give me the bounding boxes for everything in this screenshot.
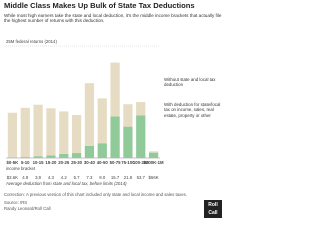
bar xyxy=(7,112,18,158)
bar xyxy=(123,104,133,127)
bar xyxy=(33,156,43,158)
bar xyxy=(97,98,107,144)
source: Source: IRS xyxy=(4,200,28,205)
deduction-label: 4.9 xyxy=(22,175,29,180)
deduction-label: $3.6K xyxy=(7,175,18,180)
deduction-label: $66K xyxy=(149,175,159,180)
x-tick-label: 20-25 xyxy=(58,160,70,165)
bar xyxy=(110,116,120,158)
bar xyxy=(71,153,82,158)
bar xyxy=(148,152,159,158)
bar xyxy=(46,108,56,156)
deduction-label: 9.0 xyxy=(99,175,106,180)
bar xyxy=(46,155,56,158)
deduction-label: 7.3 xyxy=(86,175,93,180)
chart: 25M federal returns (2014) $0-5K $3.6K 5-10… xyxy=(5,39,164,186)
y-tick-label: 25M federal returns (2014) xyxy=(6,39,57,44)
chart-subtitle: While most high earners take the state a… xyxy=(4,13,222,24)
chart-title: Middle Class Makes Up Bulk of State Tax … xyxy=(4,1,195,10)
deduction-label: 53.7 xyxy=(137,175,146,180)
bar xyxy=(59,111,69,154)
deduction-label: 4.2 xyxy=(61,175,68,180)
correction: Correction: A previous version of this c… xyxy=(4,192,187,197)
bar xyxy=(59,153,69,158)
legend-entry: With deduction for state/local tax on in… xyxy=(164,102,221,118)
deduction-label: 3.9 xyxy=(35,175,42,180)
bar xyxy=(110,62,120,117)
bar xyxy=(20,157,30,158)
bar xyxy=(33,104,43,157)
deduction-caption: Average deduction from state and local t… xyxy=(5,181,127,186)
x-tick-label: 40-50 xyxy=(97,160,109,165)
x-tick-label: 15-20 xyxy=(45,160,57,165)
bar xyxy=(20,107,30,158)
x-tick-label: 25-30 xyxy=(71,160,83,165)
deduction-label: 4.3 xyxy=(48,175,55,180)
x-tick-label: 100-200 xyxy=(133,160,149,165)
x-tick-label: 10-15 xyxy=(33,160,45,165)
bar xyxy=(136,115,146,158)
logo: Roll Call xyxy=(204,200,222,218)
x-tick-label: 30-40 xyxy=(84,160,96,165)
x-tick-label: $0-5K xyxy=(7,160,20,165)
bar xyxy=(97,143,107,158)
bar xyxy=(148,151,159,153)
page: {"chart_data": {"type": "bar", "stacked"… xyxy=(4,1,222,218)
x-tick-label: $200K-1M xyxy=(144,160,164,165)
bar xyxy=(84,145,95,158)
x-tick-label: 5-10 xyxy=(21,160,30,165)
bar xyxy=(123,126,133,158)
deduction-label: 5.7 xyxy=(74,175,81,180)
bar xyxy=(136,102,146,116)
deduction-label: 21.8 xyxy=(124,175,133,180)
x-caption: income bracket xyxy=(6,166,36,171)
bar xyxy=(71,114,82,154)
credit: Randy Leonard/Roll Call xyxy=(4,206,51,211)
legend-entry: Without state and local tax deduction xyxy=(164,77,216,88)
deduction-label: 15.7 xyxy=(111,175,120,180)
x-tick-label: 75-100 xyxy=(121,160,135,165)
x-tick-label: 50-75 xyxy=(110,160,122,165)
bar xyxy=(84,83,95,146)
